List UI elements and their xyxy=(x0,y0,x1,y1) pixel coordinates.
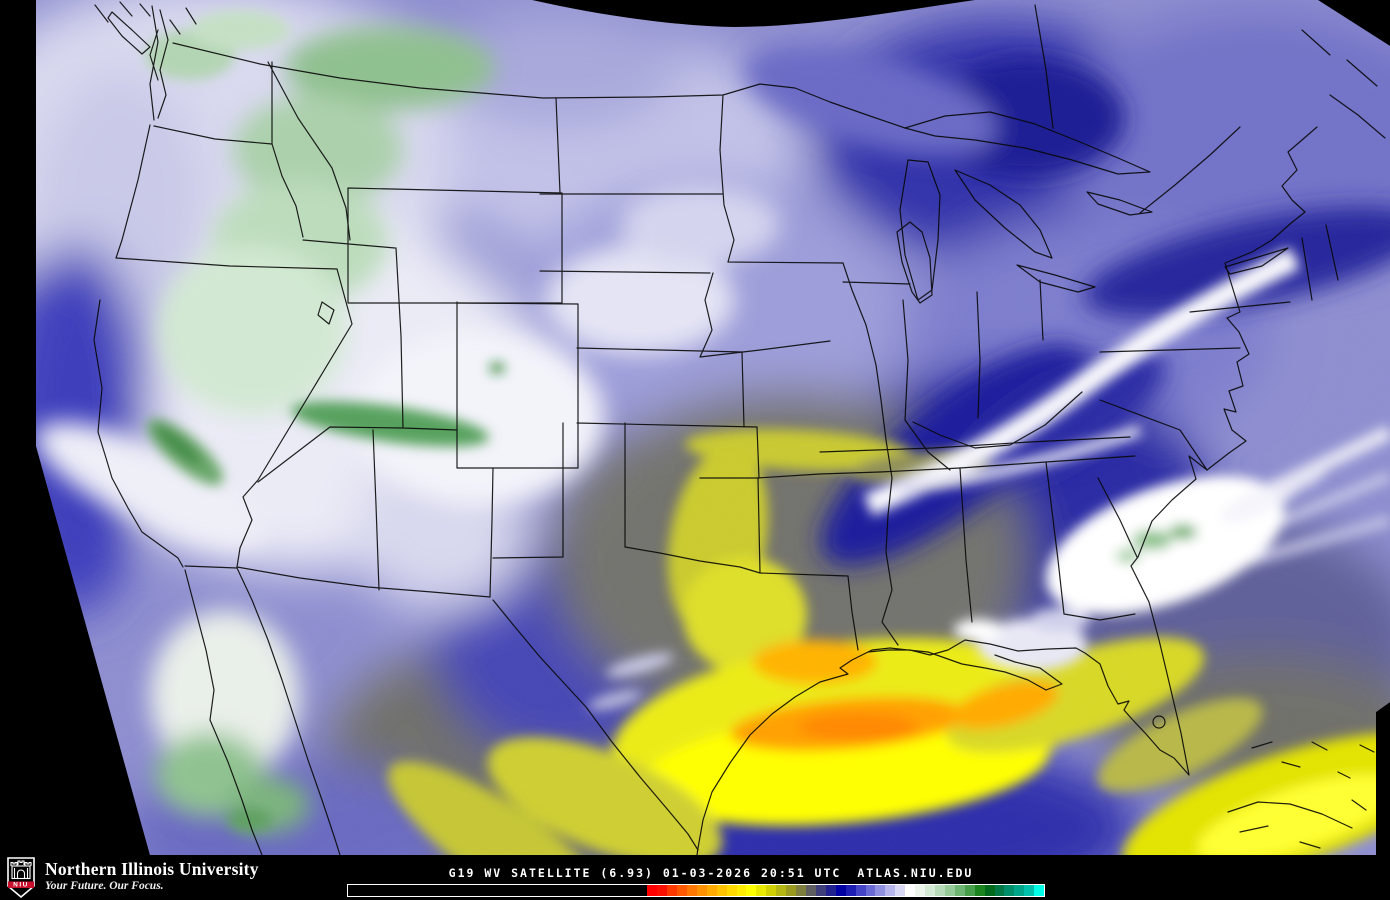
colorbar-segment xyxy=(736,885,747,896)
colorbar-segment xyxy=(845,885,856,896)
moisture-layer xyxy=(36,0,1390,855)
university-name: Northern Illinois University xyxy=(45,859,259,879)
niu-branding: NIU Northern Illinois University Your Fu… xyxy=(6,857,259,898)
colorbar-segment xyxy=(776,885,787,896)
colorbar-segments xyxy=(647,885,1045,896)
colorbar-segment xyxy=(1004,885,1015,896)
colorbar-segment xyxy=(855,885,866,896)
university-tagline: Your Future. Our Focus. xyxy=(45,880,164,893)
caption-product-datetime: G19 WV SATELLITE (6.93) 01-03-2026 20:51… xyxy=(448,866,842,880)
colorbar-segment xyxy=(954,885,965,896)
colorbar-segment xyxy=(925,885,935,896)
colorbar-segment xyxy=(677,885,687,896)
colorbar-segment xyxy=(994,885,1005,896)
colorbar-segment xyxy=(885,885,896,896)
colorbar-segment xyxy=(716,885,727,896)
image-caption: G19 WV SATELLITE (6.93) 01-03-2026 20:51… xyxy=(358,866,1064,880)
colorbar-segment xyxy=(766,885,777,896)
colorbar-segment xyxy=(865,885,876,896)
niu-shield-logo: NIU xyxy=(7,857,35,898)
colorbar-segment xyxy=(686,885,697,896)
colorbar-segment xyxy=(657,885,668,896)
shield-red-band xyxy=(8,881,34,888)
colorbar-segment xyxy=(905,885,916,896)
colorbar xyxy=(347,884,1045,897)
colorbar-segment xyxy=(915,885,926,896)
footer-bar: NIU Northern Illinois University Your Fu… xyxy=(0,855,1390,900)
colorbar-segment xyxy=(1024,885,1035,896)
colorbar-segment xyxy=(1014,885,1025,896)
niu-monogram: NIU xyxy=(13,882,29,889)
colorbar-segment xyxy=(726,885,737,896)
colorbar-segment xyxy=(974,885,985,896)
colorbar-segment xyxy=(796,885,807,896)
colorbar-segment xyxy=(706,885,717,896)
colorbar-segment xyxy=(1034,885,1045,896)
colorbar-segment xyxy=(806,885,816,896)
colorbar-segment xyxy=(835,885,846,896)
colorbar-segment xyxy=(815,885,826,896)
colorbar-segment xyxy=(895,885,906,896)
caption-site: ATLAS.NIU.EDU xyxy=(857,866,974,880)
colorbar-black-lead xyxy=(348,885,648,896)
colorbar-segment xyxy=(696,885,707,896)
satellite-map xyxy=(36,0,1390,855)
colorbar-segment xyxy=(944,885,955,896)
colorbar-segment xyxy=(935,885,945,896)
colorbar-segment xyxy=(647,885,658,896)
water-vapor-image xyxy=(36,0,1390,855)
colorbar-segment xyxy=(756,885,767,896)
colorbar-segment xyxy=(825,885,836,896)
colorbar-segment xyxy=(964,885,975,896)
colorbar-segment xyxy=(875,885,886,896)
colorbar-segment xyxy=(667,885,678,896)
colorbar-segment xyxy=(746,885,757,896)
castle-icon xyxy=(10,860,32,880)
colorbar-segment xyxy=(984,885,995,896)
colorbar-segment xyxy=(786,885,797,896)
